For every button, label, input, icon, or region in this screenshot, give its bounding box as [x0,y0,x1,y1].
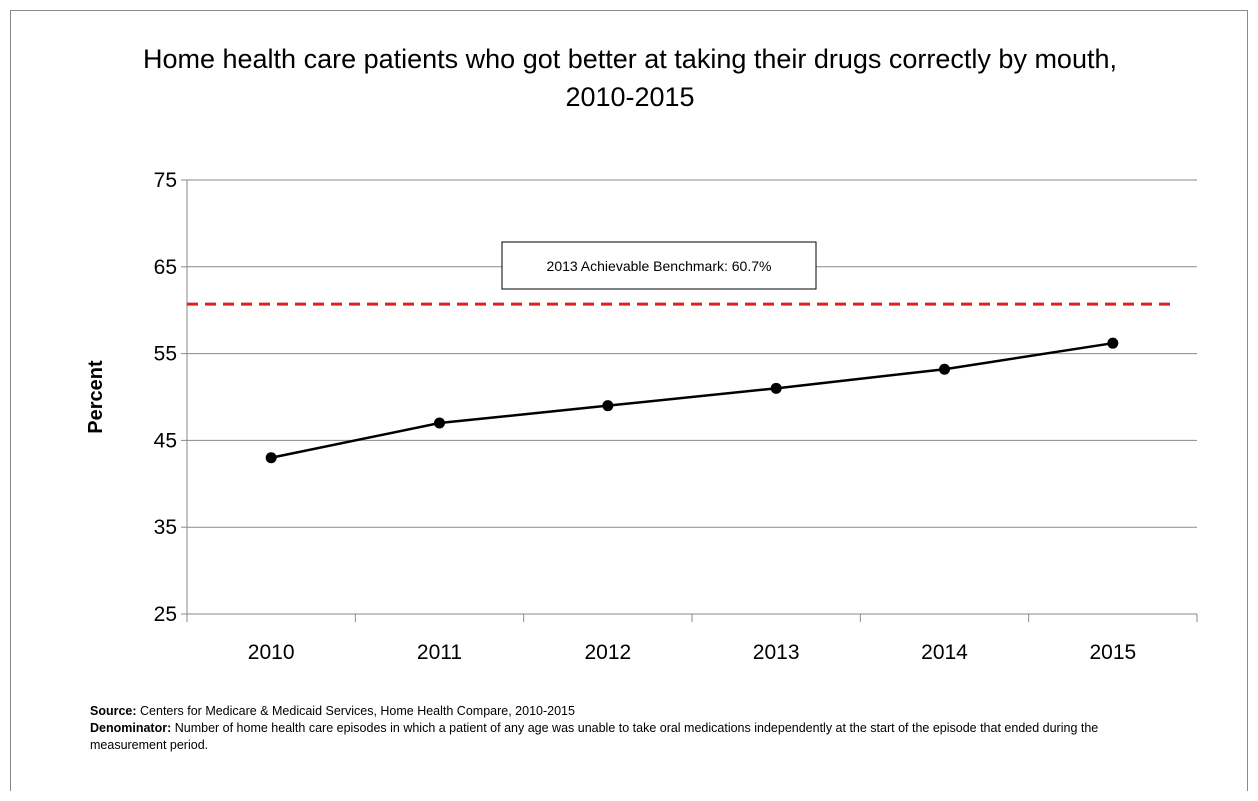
benchmark-group: 2013 Achievable Benchmark: 60.7% [187,241,1177,306]
chart-notes: Source: Centers for Medicare & Medicaid … [90,703,1170,754]
y-axis-label: Percent [85,360,107,434]
data-point-2012 [602,400,614,412]
x-tick-label-2011: 2011 [417,641,462,664]
benchmark-label: 2013 Achievable Benchmark: 60.7% [547,258,772,274]
x-tick-label-2014: 2014 [921,641,968,664]
y-tick-label-65: 65 [154,256,177,279]
denominator-label: Denominator: [90,721,172,735]
x-tick-label-2012: 2012 [584,641,631,664]
series-group [265,337,1119,464]
denominator-note: Denominator: Number of home health care … [90,720,1170,754]
y-tick-label-75: 75 [154,169,177,192]
data-point-2015 [1107,337,1119,349]
y-tick-label-55: 55 [154,343,177,366]
axes: 25 35 45 55 65 75 2010 2011 2012 2013 2014 2015 [154,169,1198,664]
gridlines [187,179,1197,528]
series-line-0 [270,341,1114,459]
x-tick-label-2013: 2013 [753,641,800,664]
y-tick-label-25: 25 [154,603,177,626]
source-note: Source: Centers for Medicare & Medicaid … [90,703,1170,720]
y-tick-label-45: 45 [154,429,177,452]
source-label: Source: [90,704,137,718]
data-point-2010 [265,452,277,464]
denominator-text: Number of home health care episodes in w… [90,721,1099,752]
data-point-2014 [939,363,950,375]
data-point-2011 [434,417,445,429]
x-tick-label-2010: 2010 [248,641,295,664]
source-text: Centers for Medicare & Medicaid Services… [136,704,575,718]
x-tick-label-2015: 2015 [1089,641,1136,664]
data-point-2013 [770,382,782,394]
chart-title: Home health care patients who got better… [142,44,1117,112]
benchmark-label-box [501,241,817,290]
y-tick-label-35: 35 [154,516,177,539]
chart-frame [10,10,1248,791]
